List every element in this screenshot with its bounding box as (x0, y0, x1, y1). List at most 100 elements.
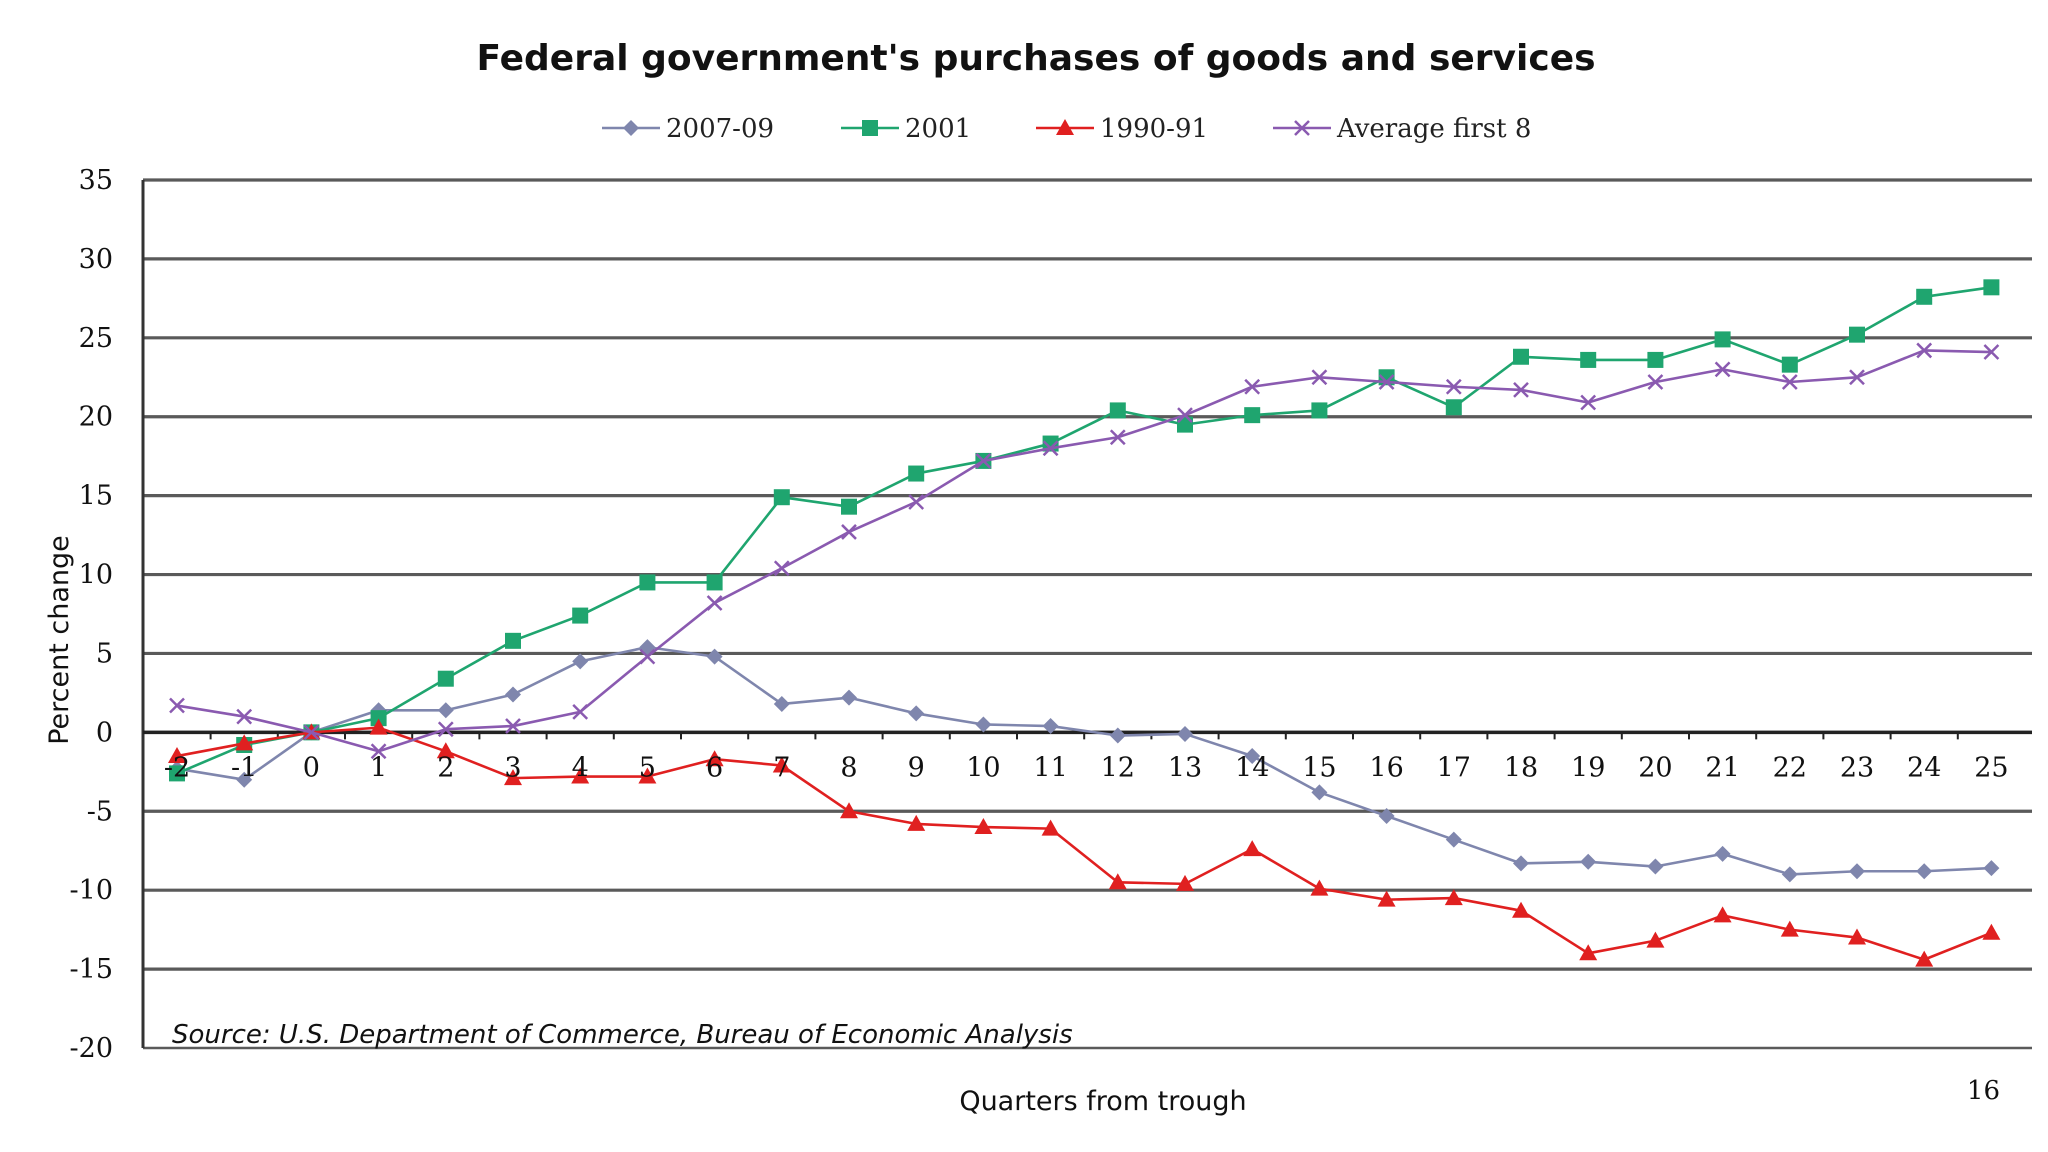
data-point-average-first-8 (236, 708, 253, 725)
x-tick-label: 24 (1907, 752, 1941, 783)
y-tick-label: -20 (70, 1033, 113, 1064)
y-tick-label: 5 (96, 638, 113, 669)
y-tick-label: -10 (70, 875, 113, 906)
legend-label: 2007-09 (666, 114, 774, 144)
x-tick-label: 16 (1369, 752, 1403, 783)
legend-swatch-marker (1056, 119, 1074, 135)
x-tick-label: 9 (908, 752, 925, 783)
data-point-average-first-8 (1042, 440, 1059, 457)
data-point-1990-91 (840, 802, 858, 819)
data-point-2001 (773, 489, 790, 506)
x-tick-label: 5 (639, 752, 656, 783)
data-point-2007-09 (1647, 858, 1664, 875)
data-point-1990-91 (1848, 928, 1866, 945)
data-point-1990-91 (705, 750, 724, 767)
data-point-2007-09 (841, 689, 857, 706)
data-point-average-first-8 (572, 703, 589, 720)
data-point-2001 (505, 632, 521, 649)
data-point-2007-09 (236, 771, 253, 788)
data-point-2007-09 (505, 686, 521, 703)
data-point-1990-91 (235, 734, 254, 751)
data-point-2007-09 (1109, 727, 1126, 744)
data-point-2007-09 (1378, 808, 1395, 825)
x-tick-label: 19 (1571, 752, 1605, 783)
grid-lines (143, 178, 2032, 1050)
data-point-2007-09 (1244, 748, 1261, 765)
x-tick-label: 12 (1101, 752, 1135, 783)
chart-title: Federal government's purchases of goods … (476, 38, 1595, 79)
data-point-average-first-8 (975, 453, 992, 469)
data-point-2007-09 (1916, 863, 1933, 880)
page-number: 16 (1967, 1076, 2000, 1106)
data-point-average-first-8 (437, 721, 454, 738)
data-point-average-first-8 (841, 524, 857, 540)
y-tick-label: -5 (87, 796, 113, 827)
x-tick-label: 6 (706, 752, 723, 783)
data-point-2001 (437, 670, 454, 687)
data-point-2007-09 (908, 705, 925, 722)
x-tick-label: 22 (1773, 752, 1807, 783)
data-point-1990-91 (907, 814, 926, 831)
data-point-average-first-8 (1781, 374, 1798, 390)
data-point-2007-09 (1849, 863, 1865, 880)
data-point-2007-09 (1714, 845, 1731, 862)
data-point-2001 (169, 765, 185, 782)
y-tick-label: 15 (79, 481, 113, 512)
x-axis-ticks: -2 -1 0 1 2 3 4 5 6 7 8 9 10 11 12 13 14 15 16 17 18 19 20 21 22… (164, 752, 2009, 783)
data-point-1990-91 (1243, 840, 1262, 857)
series-average-first-8 (169, 342, 2000, 760)
data-point-1990-91 (1579, 944, 1598, 961)
data-point-2007-09 (1445, 831, 1462, 848)
data-point-average-first-8 (1647, 374, 1664, 390)
data-point-2007-09 (572, 653, 589, 670)
data-point-2001 (1244, 407, 1261, 424)
x-axis-label: Quarters from trough (959, 1086, 1246, 1117)
data-point-2007-09 (1513, 855, 1529, 872)
x-tick-label: 20 (1638, 752, 1672, 783)
data-point-1990-91 (1310, 879, 1329, 896)
data-point-2001 (1513, 348, 1529, 365)
data-point-2007-09 (1781, 866, 1798, 883)
legend-item-average-first-8: Average first 8 (1273, 114, 1531, 144)
data-point-average-first-8 (370, 743, 387, 760)
data-point-2001 (1781, 356, 1798, 373)
x-tick-label: 11 (1033, 752, 1067, 783)
data-point-2001 (841, 498, 857, 515)
legend-label: 2001 (905, 114, 971, 144)
data-point-2001 (1311, 402, 1328, 419)
data-point-average-first-8 (1378, 374, 1395, 390)
data-point-2001 (706, 574, 723, 591)
y-axis-ticks: 35 30 25 20 15 10 5 0 -5 -10 -15 -20 (70, 165, 113, 1064)
data-point-1990-91 (504, 769, 522, 786)
x-tick-label: 7 (773, 752, 790, 783)
legend: 2007-09 2001 1990-91 Average first 8 (602, 114, 1531, 144)
data-point-1990-91 (1780, 920, 1799, 937)
data-point-2001 (572, 607, 589, 624)
data-point-average-first-8 (1714, 361, 1731, 378)
data-point-average-first-8 (1916, 342, 1933, 359)
x-tick-label: 23 (1840, 752, 1874, 783)
legend-label: 1990-91 (1100, 114, 1208, 144)
data-point-2007-09 (706, 648, 723, 665)
data-point-average-first-8 (639, 648, 656, 665)
y-axis-label: Percent change (44, 535, 75, 745)
y-tick-label: 20 (79, 402, 113, 433)
x-tick-label: 17 (1437, 752, 1471, 783)
data-point-1990-91 (571, 767, 590, 784)
data-point-2001 (1849, 326, 1865, 343)
x-tick-label: 4 (572, 752, 589, 783)
data-point-average-first-8 (169, 697, 185, 714)
legend-item-2007-09: 2007-09 (602, 114, 774, 144)
series-line-2001 (176, 286, 1992, 775)
x-tick-label: 3 (504, 752, 521, 783)
data-point-average-first-8 (1580, 394, 1597, 411)
data-point-2007-09 (437, 702, 454, 719)
data-point-average-first-8 (1983, 344, 2000, 360)
data-point-average-first-8 (1177, 407, 1193, 424)
data-point-2007-09 (1983, 860, 2000, 877)
data-point-1990-91 (1512, 901, 1530, 918)
x-tick-label: 14 (1235, 752, 1269, 783)
data-point-average-first-8 (706, 595, 723, 611)
data-point-2001 (908, 465, 925, 482)
x-tick-label: 13 (1168, 752, 1202, 783)
